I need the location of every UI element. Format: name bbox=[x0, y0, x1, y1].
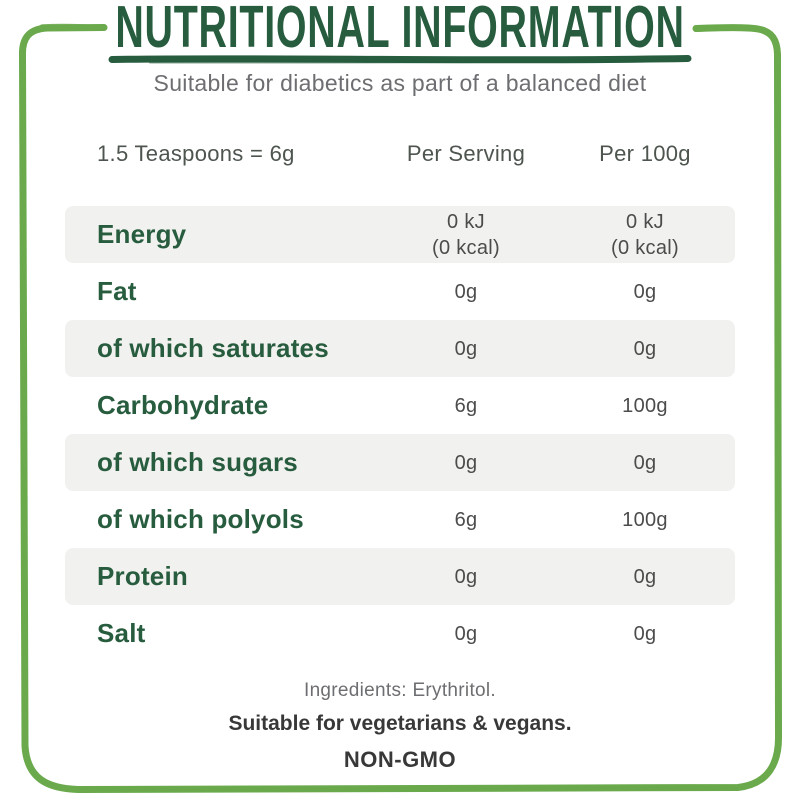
per-serving-value: 0g bbox=[454, 451, 478, 474]
per-serving-value: 0g bbox=[454, 337, 478, 360]
row-label: Carbohydrate bbox=[97, 390, 269, 420]
column-header-serving-size: 1.5 Teaspoons = 6g bbox=[97, 141, 295, 166]
row-label: of which sugars bbox=[97, 447, 298, 477]
per-serving-value: 0g bbox=[454, 280, 478, 303]
non-gmo-badge: NON-GMO bbox=[343, 747, 457, 772]
row-label: Energy bbox=[97, 219, 187, 249]
page-title: NUTRITIONAL INFORMATION bbox=[115, 0, 685, 61]
row-label: Fat bbox=[97, 276, 137, 306]
per-100g-value: 100g bbox=[622, 394, 668, 417]
column-header-per-serving: Per Serving bbox=[406, 141, 526, 166]
table-row-salt: Salt 0g 0g bbox=[65, 605, 735, 662]
column-header-per-100g: Per 100g bbox=[599, 141, 691, 166]
table-row-fat: Fat 0g 0g bbox=[65, 263, 735, 320]
table-row-energy: Energy 0 kJ (0 kcal) 0 kJ (0 kcal) bbox=[65, 206, 735, 263]
per-serving-value: 0g bbox=[454, 565, 478, 588]
per-100g-value: 0g bbox=[633, 337, 657, 360]
per-100g-value: 100g bbox=[622, 508, 668, 531]
table-row-saturates: of which saturates 0g 0g bbox=[65, 320, 735, 377]
suitability-text: Suitable for vegetarians & vegans. bbox=[228, 712, 572, 735]
row-label: of which polyols bbox=[97, 504, 304, 534]
row-label: Salt bbox=[97, 618, 146, 648]
per-100g-value: 0g bbox=[633, 622, 657, 645]
ingredients-text: Ingredients: Erythritol. bbox=[303, 680, 496, 701]
table-header-row: 1.5 Teaspoons = 6g Per Serving Per 100g bbox=[65, 141, 735, 167]
table-row-polyols: of which polyols 6g 100g bbox=[65, 491, 735, 548]
table-row-sugars: of which sugars 0g 0g bbox=[65, 434, 735, 491]
per-serving-value: 0 kJ (0 kcal) bbox=[432, 210, 500, 259]
table-row-protein: Protein 0g 0g bbox=[65, 548, 735, 605]
row-label: Protein bbox=[97, 561, 188, 591]
per-serving-value: 0g bbox=[454, 622, 478, 645]
per-100g-value: 0g bbox=[633, 451, 657, 474]
per-100g-value: 0g bbox=[633, 565, 657, 588]
per-100g-value: 0 kJ (0 kcal) bbox=[611, 210, 679, 259]
per-100g-value: 0g bbox=[633, 280, 657, 303]
row-label: of which saturates bbox=[97, 333, 329, 363]
subtitle: Suitable for diabetics as part of a bala… bbox=[153, 70, 647, 96]
table-row-carbohydrate: Carbohydrate 6g 100g bbox=[65, 377, 735, 434]
nutrition-table: Energy 0 kJ (0 kcal) 0 kJ (0 kcal) Fat 0… bbox=[65, 206, 735, 662]
per-serving-value: 6g bbox=[454, 394, 478, 417]
per-serving-value: 6g bbox=[454, 508, 478, 531]
